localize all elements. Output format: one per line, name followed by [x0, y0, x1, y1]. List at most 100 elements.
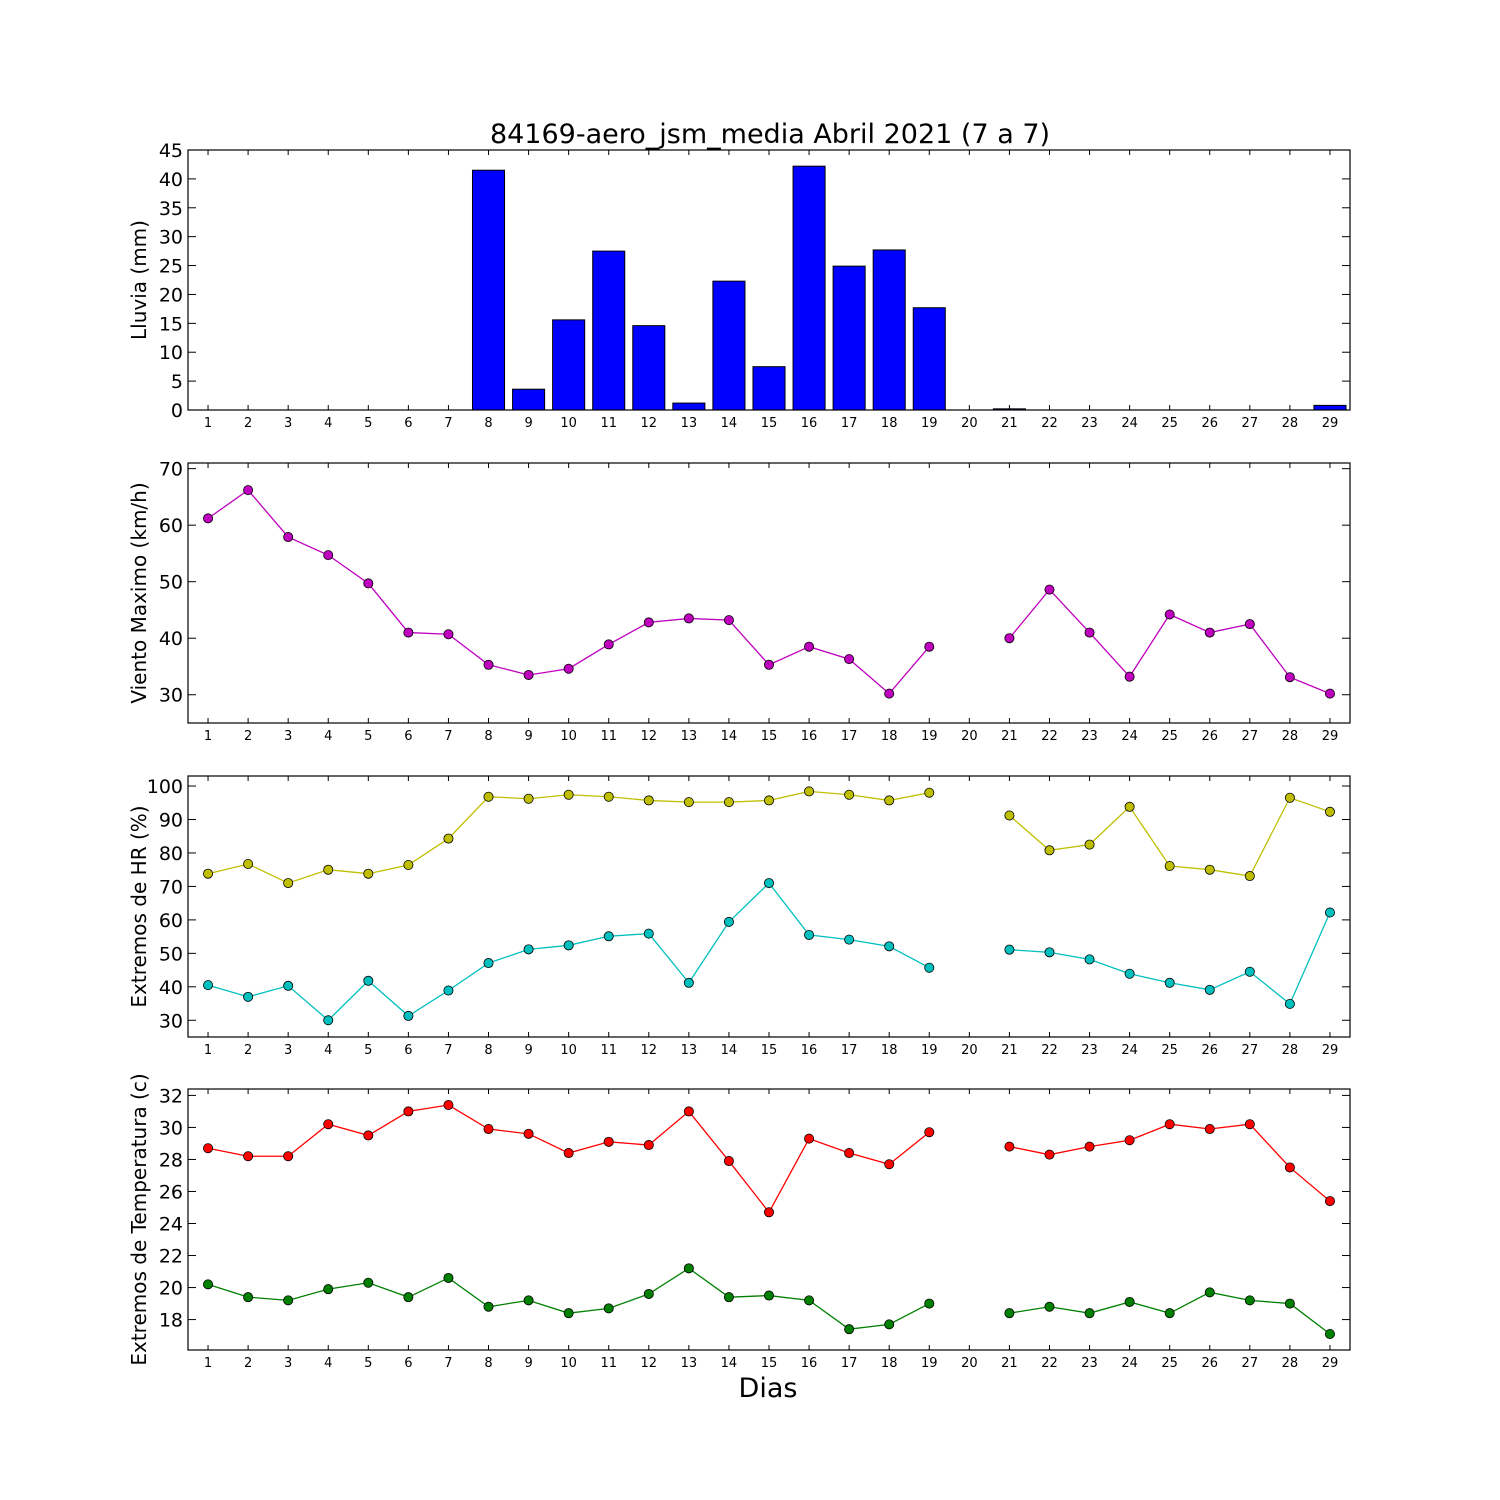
- x-tick-label: 21: [1001, 1043, 1018, 1058]
- temp_min-point: [1284, 1298, 1295, 1309]
- x-tick-label: 18: [881, 729, 898, 744]
- x-tick-label: 21: [1001, 729, 1018, 744]
- x-tick-label: 8: [484, 1356, 492, 1371]
- x-tick-label: 20: [961, 1356, 978, 1371]
- wind-point: [523, 669, 534, 680]
- hr_max-point: [884, 795, 895, 806]
- x-tick-label: 21: [1001, 1356, 1018, 1371]
- x-tick-label: 12: [641, 729, 658, 744]
- x-tick-label: 22: [1041, 1043, 1058, 1058]
- x-tick-label: 8: [484, 416, 492, 431]
- y-tick-label: 45: [159, 140, 183, 162]
- x-tick-label: 20: [961, 416, 978, 431]
- x-tick-label: 24: [1121, 416, 1138, 431]
- temp_max-point: [563, 1148, 574, 1159]
- x-tick-label: 2: [244, 1043, 252, 1058]
- x-tick-label: 29: [1322, 416, 1339, 431]
- hr_min-point: [1164, 977, 1175, 988]
- axes-frame: [187, 1088, 1351, 1351]
- hr_max-point: [1324, 806, 1335, 817]
- axes-frame: [187, 775, 1351, 1038]
- hr_min-point: [1044, 947, 1055, 958]
- x-tick-label: 2: [244, 729, 252, 744]
- x-tick-label: 23: [1081, 729, 1098, 744]
- hr_max-point: [523, 793, 534, 804]
- rain-bar: [1313, 404, 1347, 411]
- x-tick-label: 4: [324, 1356, 332, 1371]
- temp_min-point: [1044, 1301, 1055, 1312]
- x-tick-label: 15: [761, 416, 778, 431]
- wind-point: [603, 639, 614, 650]
- wind-point: [1084, 627, 1095, 638]
- wind-point: [884, 688, 895, 699]
- temp_max-point: [723, 1156, 734, 1167]
- temp_max-point: [1164, 1119, 1175, 1130]
- x-tick-label: 14: [721, 416, 738, 431]
- x-tick-label: 11: [600, 729, 617, 744]
- y-axis-label: Viento Maximo (km/h): [127, 482, 151, 703]
- wind-point: [363, 578, 374, 589]
- x-tick-label: 10: [560, 729, 577, 744]
- wind-point: [1124, 671, 1135, 682]
- x-tick-label: 5: [364, 1356, 372, 1371]
- x-tick-label: 17: [841, 1043, 858, 1058]
- wind-point: [1284, 672, 1295, 683]
- x-tick-label: 22: [1041, 416, 1058, 431]
- y-tick-label: 30: [159, 227, 183, 249]
- hr_max-point: [203, 868, 214, 879]
- x-tick-label: 23: [1081, 1356, 1098, 1371]
- hr_min-point: [243, 991, 254, 1002]
- y-tick-label: 0: [171, 400, 183, 422]
- x-tick-label: 12: [641, 1043, 658, 1058]
- wind-point: [323, 550, 334, 561]
- x-tick-label: 28: [1282, 729, 1299, 744]
- wind-point: [1044, 584, 1055, 595]
- x-tick-label: 17: [841, 729, 858, 744]
- rain-bar: [632, 325, 666, 411]
- hr_max-point: [924, 787, 935, 798]
- y-tick-label: 90: [159, 810, 183, 832]
- wind-point: [1204, 627, 1215, 638]
- x-tick-label: 3: [284, 416, 292, 431]
- temp_min-point: [203, 1279, 214, 1290]
- y-axis-label: Extremos de Temperatura (c): [127, 1073, 151, 1365]
- y-axis-label: Lluvia (mm): [127, 220, 151, 340]
- panel-temp: 1 2 3 4 5 6 7 8 9 10 11 12 13 14 15 16 17 18 19 20 21 22 23 24 2…: [127, 1073, 1351, 1371]
- x-tick-label: 17: [841, 416, 858, 431]
- x-tick-label: 19: [921, 1356, 938, 1371]
- y-tick-label: 50: [159, 572, 183, 594]
- hr_max-point: [1124, 801, 1135, 812]
- x-tick-label: 16: [801, 1356, 818, 1371]
- x-tick-label: 17: [841, 1356, 858, 1371]
- x-tick-label: 18: [881, 1356, 898, 1371]
- hr_min-point: [483, 958, 494, 969]
- hr_max-point: [1004, 810, 1015, 821]
- temp_min-point: [563, 1308, 574, 1319]
- x-tick-label: 2: [244, 1356, 252, 1371]
- temp_max-point: [1244, 1119, 1255, 1130]
- x-tick-label: 28: [1282, 416, 1299, 431]
- temp_max-point: [203, 1143, 214, 1154]
- x-tick-label: 28: [1282, 1356, 1299, 1371]
- wind-point: [203, 513, 214, 524]
- temp_min-point: [643, 1288, 654, 1299]
- hr_max-point: [323, 864, 334, 875]
- panel-hr: 1 2 3 4 5 6 7 8 9 10 11 12 13 14 15 16 17 18 19 20 21 22 23 24 2…: [127, 775, 1351, 1058]
- x-tick-label: 27: [1242, 1043, 1259, 1058]
- x-tick-label: 20: [961, 729, 978, 744]
- temp_max-point: [924, 1127, 935, 1138]
- hr_max-point: [243, 859, 254, 870]
- x-tick-label: 20: [961, 1043, 978, 1058]
- hr_max-point: [723, 797, 734, 808]
- temp_max-point: [764, 1207, 775, 1218]
- x-tick-label: 19: [921, 1043, 938, 1058]
- x-tick-label: 27: [1242, 729, 1259, 744]
- x-tick-label: 13: [681, 729, 698, 744]
- x-tick-label: 27: [1242, 1356, 1259, 1371]
- x-tick-label: 7: [444, 1356, 452, 1371]
- x-tick-label: 16: [801, 416, 818, 431]
- x-tick-label: 7: [444, 729, 452, 744]
- y-tick-label: 20: [159, 284, 183, 306]
- hr_min-point: [723, 916, 734, 927]
